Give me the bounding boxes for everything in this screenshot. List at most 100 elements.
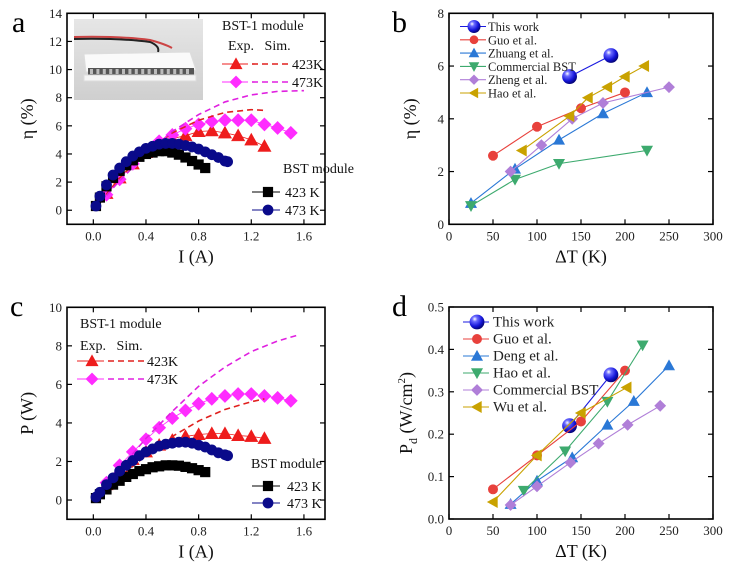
module-leg — [154, 69, 157, 74]
module-leg — [109, 69, 113, 74]
x-axis-label: I (A) — [178, 246, 213, 267]
y-axis-label-superscript: 2 — [396, 378, 408, 384]
y-axis-label-end: ) — [396, 372, 417, 378]
plot-frame — [66, 306, 326, 521]
data-point — [270, 121, 285, 135]
data-point — [244, 113, 259, 128]
data-point — [627, 395, 640, 406]
legend-item: Zhuang et al. — [460, 47, 554, 61]
y-tick-label: 10 — [49, 62, 62, 77]
series-commercial-bst — [504, 399, 667, 511]
black-wire — [73, 37, 160, 53]
module-bottom-plate — [83, 74, 197, 82]
red-wire — [73, 35, 173, 49]
legend-subtitle: Exp. Sim. — [228, 39, 291, 54]
data-point — [515, 144, 527, 157]
legend-marker — [85, 372, 99, 386]
legend-item: Guo et al. — [460, 33, 537, 47]
data-point — [576, 416, 586, 427]
data-point — [257, 117, 272, 132]
y-tick-label: 0 — [56, 203, 63, 218]
y-tick-label: 2 — [56, 454, 63, 469]
y-tick-label: 12 — [49, 34, 62, 49]
legend-label: Zhuang et al. — [488, 47, 554, 61]
legend-marker — [472, 334, 482, 344]
series-bst-473-k — [90, 138, 233, 212]
legend-title: BST module — [283, 162, 354, 177]
module-leg — [128, 69, 132, 74]
y-tick-label: 0.3 — [428, 384, 444, 399]
x-tick-label: 300 — [703, 228, 723, 243]
data-point — [640, 145, 654, 157]
data-point — [620, 87, 630, 98]
legend-item: 423 K — [252, 480, 322, 495]
series-line — [523, 344, 644, 491]
y-tick-label: 0.4 — [428, 342, 445, 357]
y-tick-label: 6 — [56, 118, 63, 133]
data-point — [90, 200, 102, 212]
data-point — [488, 484, 498, 495]
legend-marker — [471, 384, 483, 396]
y-tick-label: 0 — [438, 217, 445, 232]
legend-label: 473 K — [287, 497, 322, 512]
data-point — [562, 418, 577, 434]
data-point — [532, 121, 542, 132]
legend-marker — [470, 368, 484, 380]
data-point — [508, 174, 522, 186]
legend-item: Zheng et al. — [460, 73, 547, 87]
data-point — [654, 399, 667, 412]
legend-marker — [470, 349, 484, 361]
data-point — [486, 496, 498, 509]
data-point — [107, 169, 119, 181]
y-tick-label: 0.5 — [428, 300, 444, 315]
data-point — [596, 107, 610, 119]
y-axis-label: η (%) — [400, 98, 421, 139]
data-point — [165, 411, 180, 426]
data-point — [257, 389, 272, 403]
legend-marker — [469, 35, 479, 45]
y-tick-label: 4 — [56, 146, 63, 161]
legend-marker — [229, 57, 243, 70]
series-bst-1-423k-sim- — [92, 108, 265, 211]
data-point — [191, 396, 206, 411]
legend-item: 473 K — [252, 204, 320, 219]
data-point — [244, 132, 259, 146]
module-leg — [147, 69, 151, 74]
inset-photo — [73, 19, 203, 100]
x-tick-label: 200 — [615, 228, 635, 243]
series-wu-et-al- — [486, 381, 632, 509]
x-tick-label: 250 — [659, 523, 679, 538]
x-tick-label: 0.4 — [138, 523, 155, 538]
module-leg — [166, 69, 170, 74]
series-bst-1-473k-sim- — [92, 89, 304, 211]
legend-label: 473K — [292, 76, 323, 91]
data-point — [603, 48, 619, 63]
legend-item: Hao et al. — [463, 366, 551, 382]
data-point — [581, 91, 593, 104]
series-this-work — [562, 48, 619, 85]
data-point — [552, 158, 566, 170]
data-point — [535, 139, 548, 152]
module-leg — [102, 69, 106, 74]
legend-label: 423 K — [285, 186, 320, 201]
series-line — [470, 91, 648, 204]
data-point — [204, 426, 219, 440]
legend-label: Commercial BST — [488, 60, 576, 74]
y-tick-label: 8 — [438, 6, 445, 21]
x-axis-label: ΔT (K) — [555, 246, 607, 267]
legend-label: Hao et al. — [493, 366, 551, 382]
series-line — [569, 55, 612, 78]
data-point — [231, 387, 246, 401]
y-axis-label-subscript: d — [406, 438, 420, 444]
module-leg — [179, 69, 183, 74]
y-axis-label-text: η (%) — [17, 98, 38, 139]
y-tick-label: 4 — [438, 111, 445, 126]
x-tick-label: 0.8 — [191, 523, 207, 538]
legend-group: BST-1 module Exp. Sim. 423K 473K — [77, 317, 178, 388]
x-tick-label: 0.0 — [85, 228, 101, 243]
x-tick-label: 50 — [487, 523, 500, 538]
legend-item: 473K — [77, 372, 178, 388]
legend-label: Wu et al. — [493, 400, 547, 416]
chart-panel-d: d 0 50 100 150 200 250 300 0.0 0.1 0.2 0.3 0.4 0.5 ΔT … — [392, 290, 723, 562]
